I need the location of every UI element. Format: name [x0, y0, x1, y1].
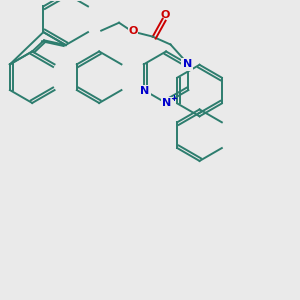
Text: O: O [128, 26, 138, 36]
Text: O: O [161, 10, 170, 20]
Text: +: + [170, 94, 178, 103]
Text: N: N [140, 86, 149, 96]
Text: N: N [183, 59, 192, 69]
Text: N: N [162, 98, 172, 108]
